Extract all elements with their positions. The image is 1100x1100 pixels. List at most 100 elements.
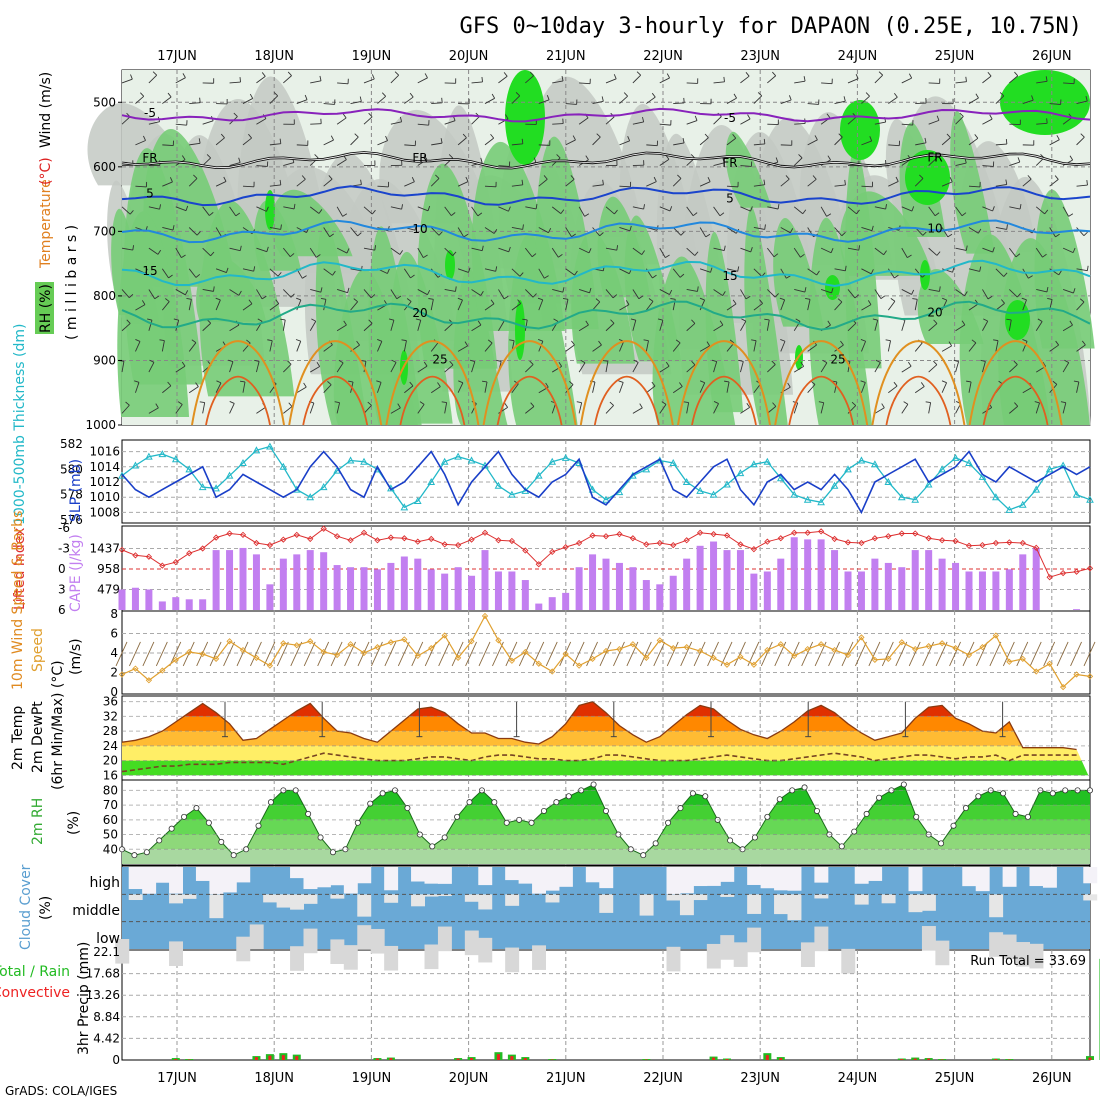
wind-barb-flag: [1031, 95, 1034, 101]
wind-barb-flag: [533, 157, 537, 163]
wind-barb: [242, 185, 255, 188]
surface-wind-barb: [760, 641, 773, 667]
wind-barb: [202, 157, 211, 166]
wind-barb: [1062, 324, 1073, 332]
wind-barb-flag: [521, 179, 524, 185]
wind-barb: [1009, 161, 1020, 166]
wind-barb: [767, 75, 776, 84]
wind-barb-flag: [878, 71, 883, 76]
wind-barb: [632, 247, 643, 255]
wind-barb: [646, 227, 658, 231]
cloud-low-cell: [532, 945, 546, 970]
wind-barb: [538, 299, 544, 311]
wind-barb-flag: [584, 213, 590, 217]
surface-wind-barb: [639, 641, 652, 667]
wind-barb-flag: [800, 361, 805, 367]
wind-barb-flag: [182, 73, 186, 78]
wind-barb-flag: [772, 71, 777, 77]
wind-barb: [457, 181, 469, 187]
wind-barb-flag: [1068, 213, 1074, 217]
surface-wind-barb: [276, 641, 289, 667]
wind-barb: [807, 344, 817, 352]
isotherm-25-hump: [385, 340, 480, 426]
wind-barb-flag: [570, 175, 575, 180]
wind-barb-flag: [642, 116, 645, 123]
cloud-middle-cell: [290, 894, 304, 910]
wind-barb-flag: [289, 253, 295, 258]
thickness-point: [212, 484, 220, 492]
wind-barb: [713, 162, 725, 166]
wind-speed-point: [723, 661, 731, 668]
wind-barb-flag: [789, 95, 792, 101]
wind-barb: [377, 382, 382, 393]
cloud-low-cell: [841, 948, 856, 974]
cloud-middle-cell: [747, 894, 762, 914]
wind-barb-flag: [360, 360, 367, 362]
cape-bar: [750, 573, 758, 610]
wind-barb: [861, 185, 873, 188]
wind-barb: [121, 116, 131, 125]
wind-barb: [390, 121, 402, 125]
wind-barb: [847, 289, 856, 299]
wind-barb: [524, 247, 533, 258]
temp-band: [122, 760, 1090, 776]
precip-ytick: 4.42: [93, 1031, 120, 1045]
precip-bar: [185, 1059, 194, 1060]
lifted-index-point: [347, 537, 354, 544]
wind-barb: [794, 80, 806, 84]
wind-barb: [740, 247, 751, 253]
wind-barb: [780, 99, 792, 104]
wind-barb: [793, 402, 799, 414]
wind-barb: [498, 321, 505, 331]
wind-barb-flag: [844, 179, 846, 185]
lifted-index-point: [656, 539, 663, 547]
wind-barb-flag: [643, 339, 649, 342]
wind-barb: [578, 247, 590, 254]
rh2m-point: [689, 790, 696, 797]
wind-barb: [256, 118, 267, 125]
wind-barb-flag: [911, 206, 915, 212]
cloud-low-cell: [464, 930, 479, 956]
rh2m-ytick: 80: [103, 783, 118, 797]
rh2m-point: [950, 822, 957, 829]
cape-bar: [952, 562, 960, 610]
wind-barb-flag: [975, 93, 979, 99]
cloud-low-cell: [921, 926, 936, 951]
wind-speed-point: [118, 671, 126, 678]
wind-barb-flag: [496, 359, 502, 362]
cloud-low-cell: [303, 928, 318, 954]
wind-barb-flag: [602, 360, 608, 362]
wind-barb-flag: [802, 209, 807, 215]
wind-barb: [941, 268, 953, 273]
wind-barb: [1062, 206, 1070, 217]
cloud-low-cell: [935, 940, 950, 966]
wind-barb: [820, 289, 832, 294]
wind-barb: [632, 362, 639, 373]
wind-barb: [363, 323, 373, 332]
rh2m-point: [801, 784, 808, 791]
wind-barb-flag: [987, 71, 992, 77]
wind-barb: [242, 381, 246, 393]
wind-barb: [632, 289, 640, 299]
wind-barb-flag: [504, 402, 508, 408]
wind-barb: [484, 268, 496, 272]
wind-barb: [807, 384, 816, 394]
temp-ytick: 20: [103, 754, 118, 768]
wind-barb-flag: [320, 287, 323, 293]
cloud-high-cell: [760, 867, 775, 889]
rh2m-point: [603, 807, 610, 814]
cloud-middle-cell: [679, 894, 694, 916]
surface-wind-barb: [223, 641, 235, 667]
wind-barb-flag: [463, 233, 469, 238]
wind-barb-flag: [706, 341, 711, 347]
wind-barb-flag: [239, 77, 241, 83]
date-label-top: 21JUN: [546, 49, 586, 64]
wind-barb: [740, 206, 751, 212]
wind-barb: [444, 206, 452, 216]
cape-bar: [508, 571, 516, 610]
wind-barb: [1049, 344, 1059, 352]
isotherm-label: -5: [144, 106, 156, 120]
wind-barb-flag: [971, 339, 977, 344]
wind-barb: [847, 322, 857, 332]
wind-barb: [753, 143, 765, 146]
